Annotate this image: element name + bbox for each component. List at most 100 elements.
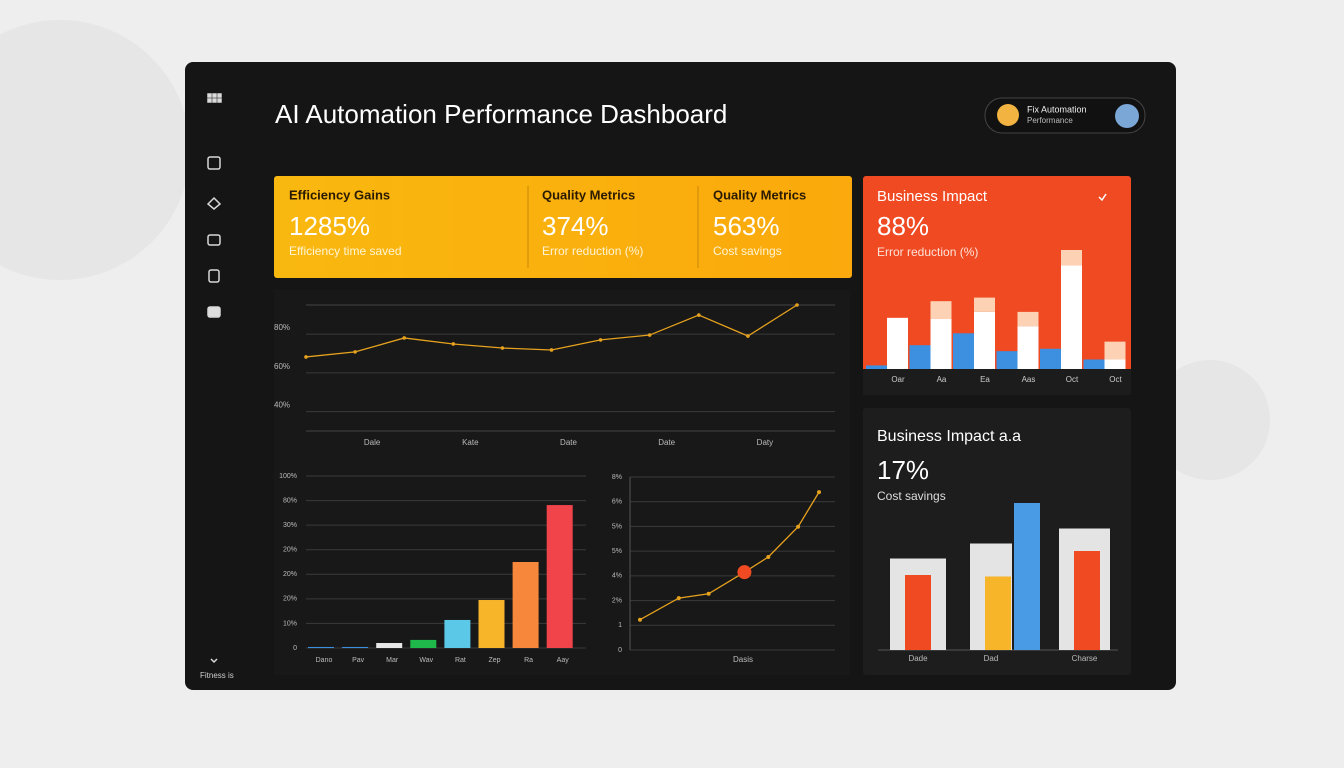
kpi-title: Quality Metrics (542, 187, 635, 202)
x-tick-label: Rat (455, 657, 466, 664)
bar (930, 319, 952, 369)
x-tick-label: Dad (984, 654, 999, 663)
x-tick-label: Dale (364, 438, 381, 447)
user-role: Performance (1027, 116, 1073, 125)
y-tick-label: 80% (274, 323, 290, 332)
check-icon[interactable] (1098, 193, 1107, 202)
x-tick-label: Wav (419, 657, 433, 664)
bar (512, 562, 539, 648)
bar (376, 643, 403, 648)
x-tick-label: Aa (937, 375, 947, 384)
card-title: Business Impact (877, 188, 988, 205)
highlight-point (737, 565, 752, 580)
point (402, 336, 407, 340)
bar (996, 351, 1018, 369)
bar (342, 646, 369, 648)
card-value: 88% (877, 211, 929, 241)
x-axis-label: Dasis (733, 655, 753, 664)
bar (546, 505, 573, 648)
y-tick-label: 0 (293, 645, 297, 652)
y-tick-label: 60% (274, 362, 290, 371)
collapse-icon[interactable] (210, 658, 218, 664)
bar (866, 365, 887, 369)
x-tick-label: Pav (352, 657, 365, 664)
y-tick-label: 6% (612, 499, 622, 506)
kpi-caption: Efficiency time saved (289, 244, 402, 258)
impact-axis-strip (863, 369, 1131, 395)
kpi-value: 374% (542, 211, 609, 241)
nav-icon[interactable] (207, 156, 221, 170)
x-tick-label: Daty (757, 438, 773, 447)
sidebar-footer: Fitness is (200, 671, 234, 680)
nav-icon[interactable] (208, 269, 220, 283)
backdrop (1150, 360, 1270, 480)
x-tick-label: Date (560, 438, 577, 447)
y-tick-label: 5% (612, 548, 622, 555)
bar (478, 600, 505, 648)
nav-icon[interactable] (207, 306, 221, 318)
point (706, 591, 711, 596)
y-tick-label: 4% (612, 573, 622, 580)
y-tick-label: 20% (283, 596, 297, 603)
y-tick-label: 40% (274, 401, 290, 410)
bar (905, 575, 931, 650)
user-pill[interactable] (984, 97, 1146, 134)
bar (444, 619, 471, 648)
point (647, 333, 652, 337)
x-tick-label: Oct (1109, 375, 1122, 384)
point (638, 617, 642, 622)
x-tick-label: Date (658, 438, 675, 447)
point (304, 355, 308, 359)
bar (1014, 503, 1040, 650)
y-tick-label: 20% (283, 571, 297, 578)
bar (1017, 326, 1039, 369)
kpi-caption: Cost savings (713, 244, 782, 258)
avatar[interactable] (1115, 104, 1139, 128)
bar (308, 646, 334, 648)
point (676, 596, 681, 601)
kpi-title: Efficiency Gains (289, 187, 390, 202)
bar (974, 297, 995, 312)
user-name: Fix Automation (1027, 104, 1087, 114)
page-title: AI Automation Performance Dashboard (275, 99, 727, 129)
bar (1104, 341, 1126, 360)
y-tick-label: 30% (283, 522, 297, 529)
point (549, 348, 554, 352)
x-tick-label: Aas (1022, 375, 1036, 384)
bar (1083, 359, 1105, 369)
point (500, 346, 505, 350)
avatar (997, 104, 1019, 126)
y-tick-label: 2% (612, 597, 622, 604)
y-tick-label: 1 (618, 622, 622, 629)
x-tick-label: Zep (488, 657, 500, 664)
point (697, 313, 701, 317)
x-tick-label: Ea (980, 375, 990, 384)
x-tick-label: Oct (1066, 375, 1079, 384)
point (451, 342, 456, 346)
x-tick-label: Mar (386, 657, 399, 664)
backdrop (0, 20, 190, 280)
y-tick-label: 5% (612, 523, 622, 530)
x-tick-label: Kate (462, 438, 479, 447)
x-tick-label: Aay (557, 657, 570, 664)
bar (1104, 359, 1126, 369)
x-tick-label: Dano (316, 657, 333, 664)
point (817, 490, 821, 495)
y-tick-label: 8% (612, 474, 622, 481)
point (353, 350, 357, 354)
kpi-band (274, 176, 852, 278)
bar (985, 576, 1011, 650)
bar (410, 639, 437, 648)
y-tick-label: 100% (279, 473, 297, 480)
bar (1017, 311, 1039, 327)
kpi-title: Quality Metrics (713, 187, 806, 202)
kpi-value: 563% (713, 211, 780, 241)
menu-icon[interactable] (207, 93, 222, 103)
card-value: 17% (877, 455, 929, 485)
y-tick-label: 10% (283, 620, 297, 627)
nav-icon[interactable] (207, 234, 221, 246)
bar (1074, 551, 1100, 650)
point (746, 334, 750, 338)
nav-icon[interactable] (206, 196, 222, 210)
